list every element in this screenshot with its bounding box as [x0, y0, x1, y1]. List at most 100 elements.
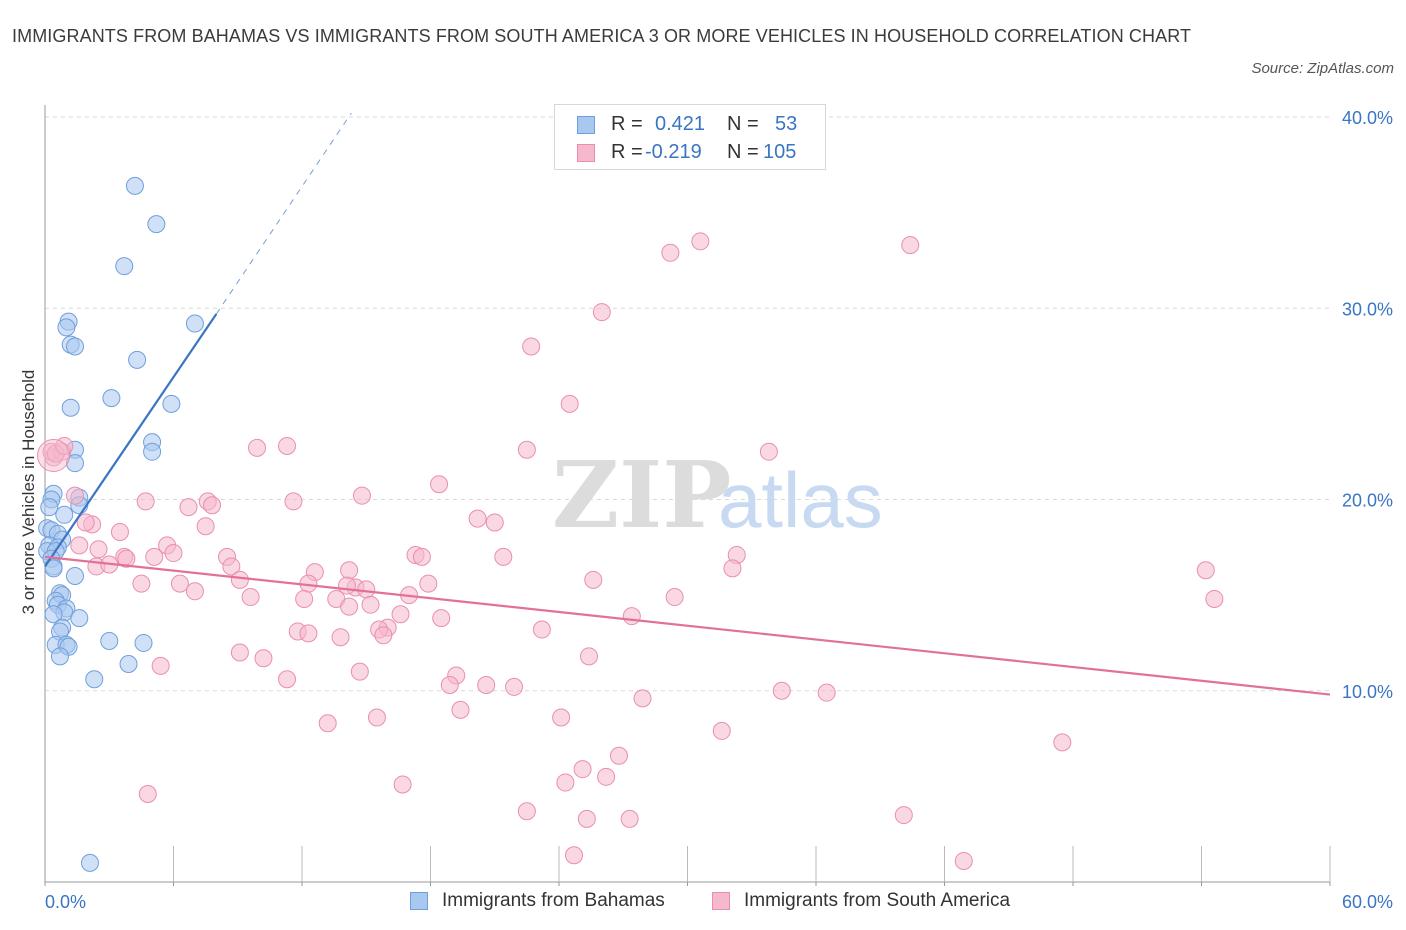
southamerica-point — [556, 773, 575, 792]
r-value-bahamas: 0.421 — [655, 113, 706, 135]
y-tick-label: 30.0% — [1342, 299, 1393, 319]
stats-legend: R = 0.421 N = 53 R = -0.219 N = 105 — [554, 104, 826, 170]
bahamas-point — [100, 632, 119, 651]
southamerica-point — [579, 647, 598, 666]
southamerica-point — [278, 436, 297, 455]
southamerica-point — [665, 588, 684, 607]
southamerica-point — [592, 303, 611, 322]
southamerica-point — [222, 557, 241, 576]
bahamas-legend-label: Immigrants from Bahamas — [442, 890, 665, 911]
southamerica-point — [661, 243, 680, 262]
southamerica-point — [691, 232, 710, 251]
southamerica-point — [367, 708, 386, 727]
southamerica-point — [577, 809, 596, 828]
southamerica-point — [552, 708, 571, 727]
southamerica-legend-label: Immigrants from South America — [744, 890, 1011, 911]
bahamas-point — [65, 567, 84, 585]
y-tick-label: 20.0% — [1342, 491, 1393, 511]
r-label: R = — [611, 113, 643, 135]
southamerica-point — [241, 588, 260, 607]
southamerica-point — [440, 676, 459, 695]
n-label: N = — [727, 113, 759, 135]
southamerica-point — [145, 547, 164, 566]
southamerica-point — [151, 656, 170, 675]
southamerica-point — [772, 681, 791, 700]
southamerica-point — [894, 806, 913, 825]
southamerica-point — [340, 597, 359, 616]
southamerica-point — [299, 624, 318, 643]
southamerica-point — [350, 662, 369, 681]
southamerica-point — [622, 607, 641, 626]
southamerica-point — [203, 496, 222, 515]
southamerica-point — [759, 442, 778, 461]
bahamas-trend-extension — [215, 112, 352, 315]
southamerica-point — [522, 337, 541, 356]
southamerica-point — [468, 509, 487, 528]
bahamas-point — [70, 609, 89, 628]
southamerica-point — [954, 851, 973, 870]
gridlines — [45, 116, 1330, 692]
bahamas-point — [162, 394, 181, 413]
x-tick-label-max: 60.0% — [1342, 892, 1393, 912]
southamerica-point — [494, 547, 513, 566]
n-value-bahamas: 53 — [775, 113, 798, 135]
southamerica-point — [230, 570, 249, 589]
bahamas-point — [134, 633, 153, 652]
bahamas-point — [128, 350, 147, 369]
y-tick-label: 10.0% — [1342, 682, 1393, 702]
southamerica-point — [179, 498, 198, 517]
southamerica-point — [391, 605, 410, 624]
y-axis-label: 3 or more Vehicles in Household — [19, 370, 38, 615]
southamerica-point — [1053, 733, 1072, 752]
watermark-zip: ZIP — [552, 441, 731, 549]
southamerica-point — [432, 609, 451, 628]
bahamas-point — [185, 314, 204, 333]
n-label: N = — [727, 141, 759, 163]
southamerica-point — [564, 846, 583, 865]
r-label: R = — [611, 141, 643, 163]
axes: 10.0% 20.0% 30.0% 40.0% 0.0% 60.0% — [44, 105, 1393, 912]
southamerica-point — [331, 628, 350, 647]
southamerica-point — [505, 677, 524, 696]
southamerica-point — [340, 561, 359, 580]
bahamas-point — [147, 215, 166, 234]
southamerica-point — [76, 513, 95, 532]
southamerica-point — [284, 492, 303, 511]
chart-title: IMMIGRANTS FROM BAHAMAS VS IMMIGRANTS FR… — [12, 26, 1192, 46]
bahamas-point — [57, 318, 76, 337]
southamerica-point — [712, 721, 731, 740]
southamerica-point — [117, 549, 136, 568]
southamerica-point — [597, 767, 616, 786]
trend-lines — [44, 112, 1331, 696]
n-value-southamerica: 105 — [763, 141, 797, 163]
southamerica-point — [132, 574, 151, 593]
southamerica-swatch — [577, 144, 595, 162]
southamerica-point — [451, 700, 470, 719]
southamerica-point — [89, 540, 108, 559]
southamerica-point — [65, 486, 84, 505]
southamerica-point — [609, 746, 628, 765]
southamerica-point — [633, 689, 652, 708]
southamerica-point — [361, 595, 380, 614]
southamerica-point — [477, 676, 496, 695]
southamerica-point — [295, 589, 314, 608]
watermark-atlas: atlas — [718, 456, 883, 544]
southamerica-point — [110, 523, 129, 542]
southamerica-point — [430, 475, 449, 494]
southamerica-point — [170, 574, 189, 593]
southamerica-point — [185, 582, 204, 601]
bahamas-point — [44, 559, 63, 578]
bahamas-point — [115, 257, 134, 276]
bahamas-point — [125, 176, 144, 195]
southamerica-point — [196, 517, 215, 536]
southamerica-point — [393, 775, 412, 794]
bahamas-point — [44, 605, 63, 624]
southamerica-point — [901, 236, 920, 255]
southamerica-point — [352, 486, 371, 505]
data-points — [37, 176, 1224, 872]
southamerica-point — [620, 809, 639, 828]
southamerica-point — [584, 570, 603, 589]
bahamas-point — [40, 498, 59, 517]
source-label: Source: ZipAtlas.com — [1251, 60, 1394, 77]
